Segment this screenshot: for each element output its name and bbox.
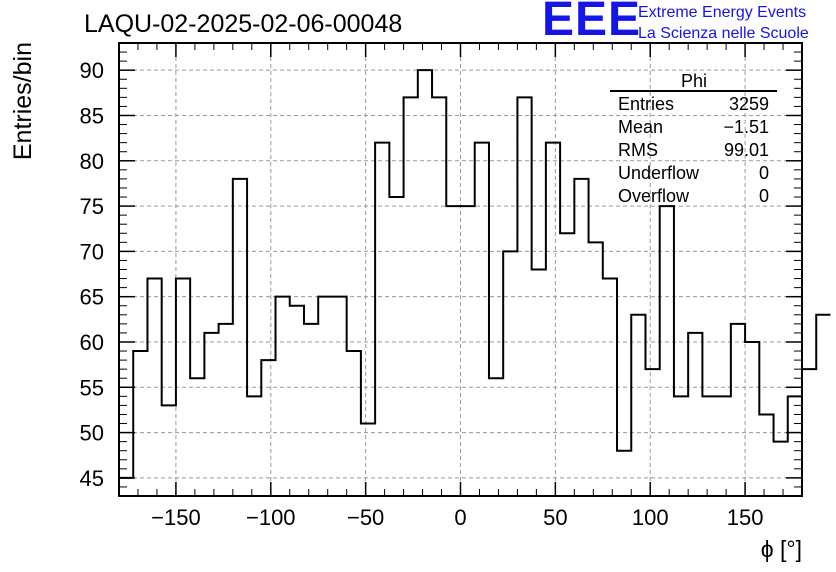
y-axis-label: Entries/bin	[9, 42, 37, 160]
logo-line-1: Extreme Energy Events	[638, 4, 807, 21]
histogram-line	[118, 69, 831, 496]
eee-logo: EEE	[542, 0, 642, 46]
y-tick-label: 75	[80, 194, 104, 219]
x-tick-label: −50	[347, 505, 384, 530]
stats-value-underflow: 0	[759, 163, 769, 183]
stats-label-entries: Entries	[618, 94, 674, 114]
stats-label-underflow: Underflow	[618, 163, 700, 183]
x-tick-label: −100	[246, 505, 296, 530]
y-tick-label: 50	[80, 421, 104, 446]
y-tick-label: 90	[80, 58, 104, 83]
grid	[119, 43, 802, 496]
stats-box: Phi Entries 3259 Mean −1.51 RMS 99.01 Un…	[610, 71, 777, 206]
x-tick-label: 150	[727, 505, 764, 530]
stats-label-overflow: Overflow	[618, 186, 690, 206]
x-tick-label: 100	[632, 505, 669, 530]
x-axis-label: ϕ [°]	[761, 536, 802, 562]
logo-line-2: La Scienza nelle Scuole	[638, 25, 809, 42]
stats-value-entries: 3259	[729, 94, 769, 114]
stats-label-mean: Mean	[618, 117, 663, 137]
stats-label-rms: RMS	[618, 140, 658, 160]
y-tick-label: 70	[80, 239, 104, 264]
y-tick-label: 80	[80, 149, 104, 174]
y-tick-label: 55	[80, 375, 104, 400]
axis-ticks: −150 −100 −50 0 50 100 150 45 50 55 60 65 70 75 80 85 90	[80, 42, 803, 530]
stats-value-mean: −1.51	[723, 117, 769, 137]
x-tick-label: −150	[151, 505, 201, 530]
stats-title: Phi	[681, 71, 707, 91]
y-tick-label: 45	[80, 466, 104, 491]
y-tick-label: 65	[80, 285, 104, 310]
stats-value-overflow: 0	[759, 186, 769, 206]
x-tick-label: 0	[454, 505, 466, 530]
y-tick-label: 85	[80, 103, 104, 128]
stats-value-rms: 99.01	[724, 140, 769, 160]
plot-title: LAQU-02-2025-02-06-00048	[84, 10, 403, 38]
y-tick-label: 60	[80, 330, 104, 355]
x-tick-label: 50	[543, 505, 567, 530]
